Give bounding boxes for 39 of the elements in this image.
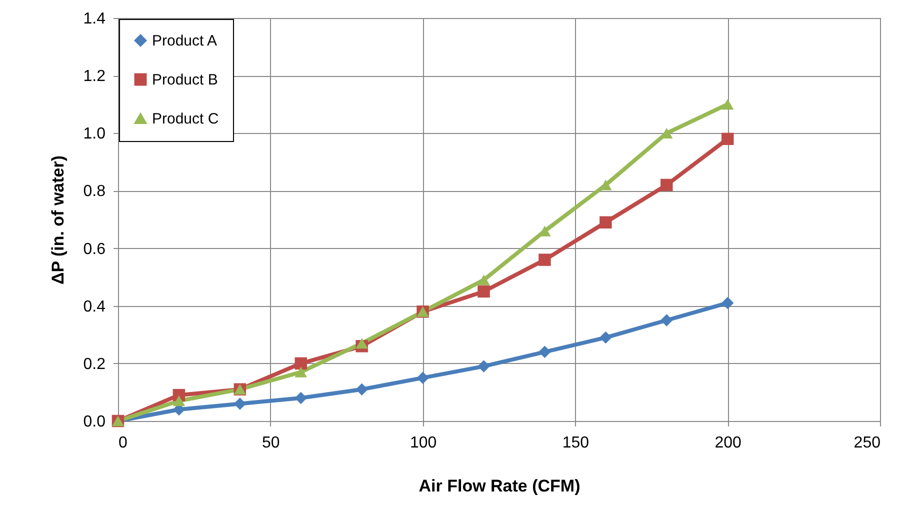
point <box>538 254 551 266</box>
point <box>660 178 673 192</box>
y-tick-label: 1.4 <box>83 10 106 28</box>
x-tick-label: 250 <box>854 434 881 452</box>
point <box>660 314 673 326</box>
x-tick-label: 200 <box>714 434 742 452</box>
x-axis-title: Air Flow Rate (CFM) <box>418 476 580 496</box>
y-tick-label: 0.6 <box>83 240 106 258</box>
point <box>600 331 612 344</box>
point <box>721 296 734 310</box>
point <box>356 383 368 396</box>
x-tick-label: 50 <box>262 434 280 452</box>
point <box>416 372 429 384</box>
point <box>721 132 734 146</box>
point <box>478 360 490 372</box>
x-tick-label: 150 <box>562 434 590 452</box>
point <box>478 274 490 286</box>
y-axis-title: ΔP (in. of water) <box>48 155 68 285</box>
point <box>294 357 308 370</box>
y-tick-label: 0.0 <box>83 414 106 430</box>
legend-label: Product B <box>152 72 218 88</box>
point <box>600 216 612 228</box>
legend-label: Product A <box>152 32 218 50</box>
y-tick-label: 0.2 <box>83 356 106 373</box>
y-tick-label: 1.0 <box>83 126 106 143</box>
y-tick-label: 1.2 <box>83 68 106 86</box>
legend-label: Product C <box>152 110 219 128</box>
point <box>538 346 551 358</box>
point <box>478 285 490 298</box>
point <box>294 392 308 404</box>
x-tick-label: 0 <box>118 434 128 452</box>
x-tick-label: 100 <box>410 434 437 452</box>
point <box>294 366 308 378</box>
point <box>721 99 734 110</box>
point <box>234 398 246 410</box>
point <box>356 338 368 349</box>
y-tick-label: 0.8 <box>83 183 106 200</box>
y-tick-label: 0.4 <box>83 298 106 316</box>
point <box>172 396 186 406</box>
